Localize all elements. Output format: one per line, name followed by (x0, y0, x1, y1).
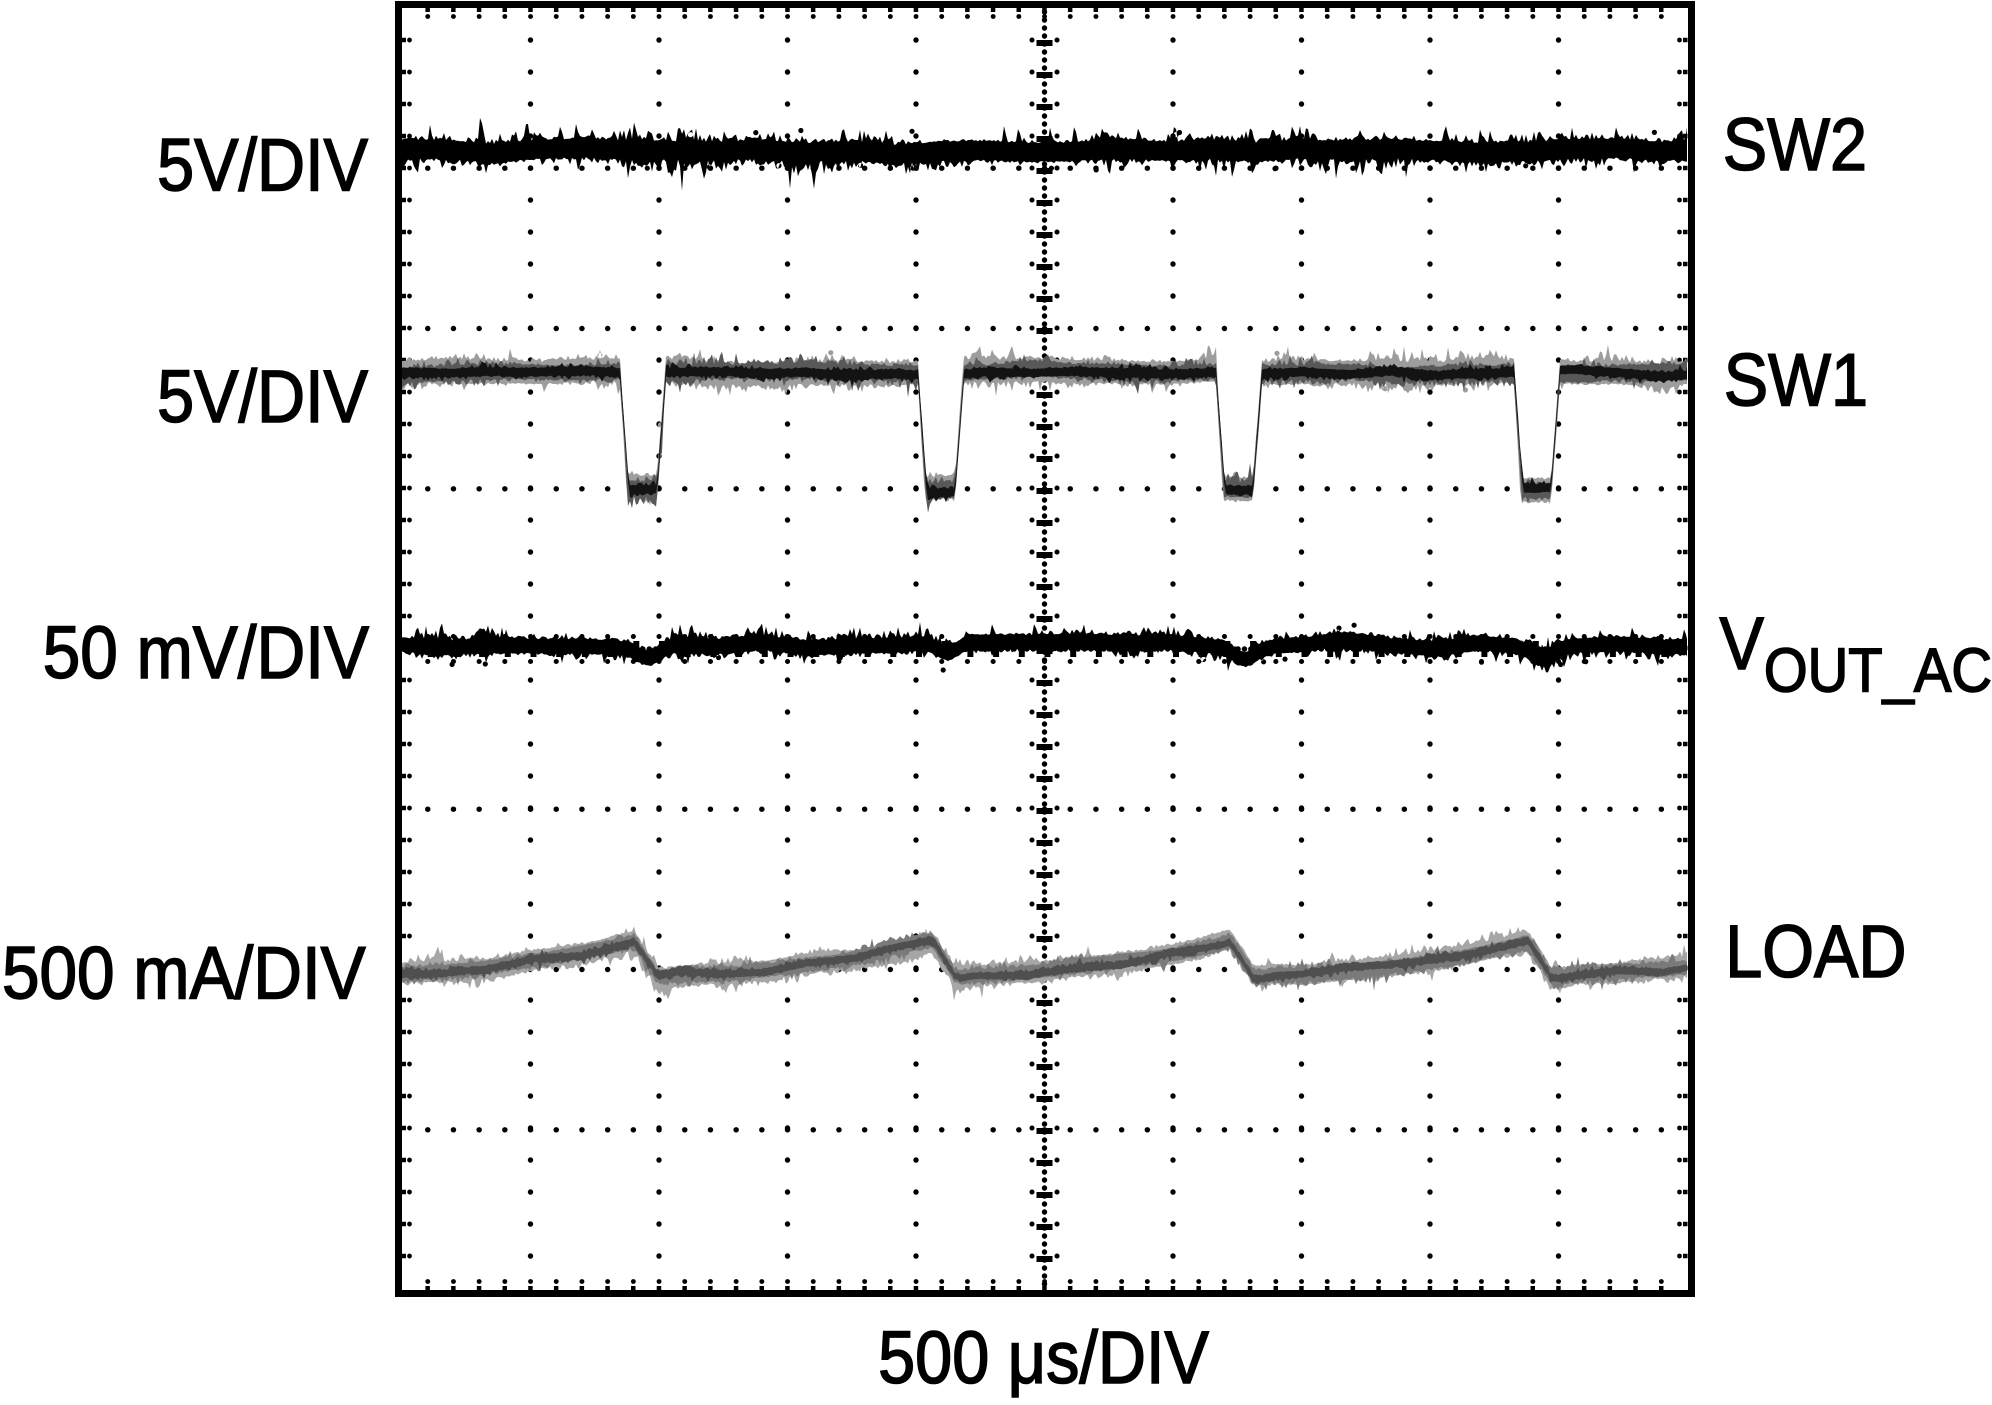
svg-text:LOAD: LOAD (1725, 910, 1906, 993)
svg-text:5V/DIV: 5V/DIV (157, 355, 368, 438)
svg-text:5V/DIV: 5V/DIV (157, 123, 368, 206)
svg-text:500 mA/DIV: 500 mA/DIV (2, 933, 366, 1016)
svg-text:SW2: SW2 (1723, 103, 1867, 186)
svg-text:50 mV/DIV: 50 mV/DIV (43, 612, 369, 695)
svg-text:500 μs/DIV: 500 μs/DIV (878, 1316, 1209, 1399)
svg-text:SW1: SW1 (1724, 338, 1868, 421)
